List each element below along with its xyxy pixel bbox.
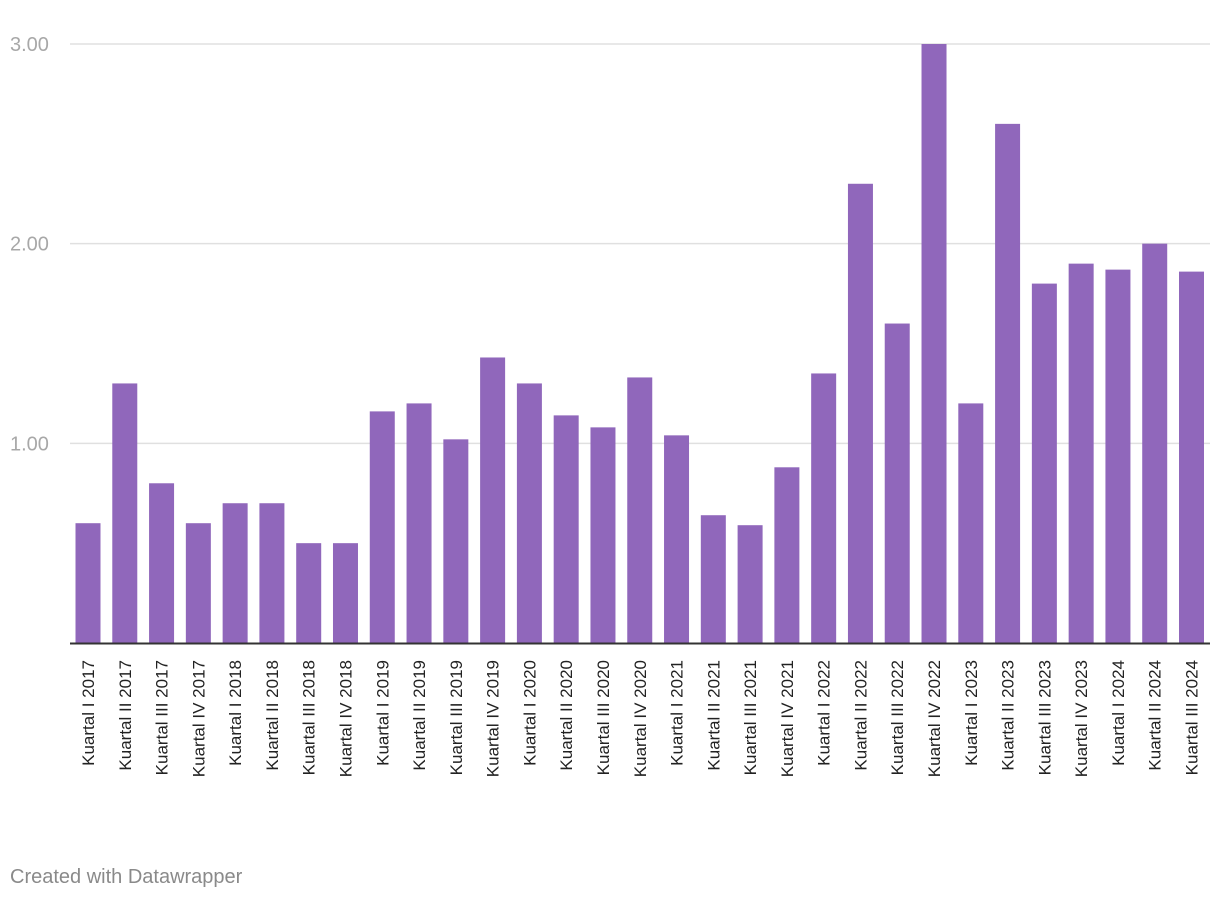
- bar: [995, 123, 1021, 643]
- bar: [884, 323, 910, 643]
- x-tick-label: Kuartal I 2018: [226, 660, 245, 766]
- x-tick-label: Kuartal II 2021: [704, 660, 723, 771]
- bar: [1142, 243, 1168, 643]
- x-tick-label: Kuartal I 2020: [520, 660, 539, 766]
- x-tick-label: Kuartal III 2023: [1035, 660, 1054, 775]
- bar: [811, 373, 837, 643]
- x-tick-label: Kuartal IV 2022: [925, 660, 944, 777]
- x-tick-label: Kuartal II 2020: [557, 660, 576, 771]
- x-tick-label: Kuartal IV 2018: [336, 660, 355, 777]
- bar: [480, 357, 506, 643]
- y-tick-label: 1.00: [10, 433, 49, 455]
- x-tick-label: Kuartal I 2023: [962, 660, 981, 766]
- x-axis-labels: Kuartal I 2017 Kuartal II 2017 Kuartal III…: [79, 660, 1202, 777]
- x-tick-label: Kuartal III 2024: [1183, 660, 1202, 775]
- bar: [112, 383, 138, 643]
- x-tick-label: Kuartal IV 2023: [1072, 660, 1091, 777]
- bar: [296, 543, 322, 643]
- bar: [1179, 271, 1204, 643]
- x-tick-label: Kuartal II 2017: [116, 660, 135, 771]
- x-tick-label: Kuartal III 2019: [447, 660, 466, 775]
- x-tick-label: Kuartal II 2023: [999, 660, 1018, 771]
- bar: [590, 427, 616, 643]
- x-tick-label: Kuartal III 2021: [741, 660, 760, 775]
- x-tick-label: Kuartal II 2018: [263, 660, 282, 771]
- x-tick-label: Kuartal I 2019: [373, 660, 392, 766]
- bar: [516, 383, 542, 643]
- x-tick-label: Kuartal II 2022: [851, 660, 870, 771]
- bar: [921, 44, 947, 643]
- bar: [75, 523, 101, 643]
- x-tick-label: Kuartal I 2022: [815, 660, 834, 766]
- bar: [332, 543, 358, 643]
- bar: [1105, 269, 1131, 643]
- bar: [1068, 263, 1094, 643]
- x-tick-label: Kuartal IV 2020: [631, 660, 650, 777]
- x-tick-label: Kuartal I 2024: [1109, 660, 1128, 766]
- bars: [75, 44, 1204, 643]
- x-tick-label: Kuartal III 2020: [594, 660, 613, 775]
- bar: [406, 403, 432, 643]
- bar: [664, 435, 690, 643]
- bar: [553, 415, 579, 643]
- x-tick-label: Kuartal IV 2017: [189, 660, 208, 777]
- x-tick-label: Kuartal II 2019: [410, 660, 429, 771]
- x-tick-label: Kuartal III 2018: [300, 660, 319, 775]
- bar: [627, 377, 653, 643]
- y-axis-labels: 1.00 2.00 3.00: [10, 34, 49, 455]
- x-tick-label: Kuartal IV 2019: [484, 660, 503, 777]
- bar: [149, 483, 175, 643]
- bar: [737, 525, 763, 643]
- bar: [700, 515, 726, 643]
- bar: [958, 403, 984, 643]
- x-tick-label: Kuartal I 2021: [668, 660, 687, 766]
- bar: [847, 183, 873, 643]
- bar: [774, 467, 800, 643]
- x-tick-label: Kuartal I 2017: [79, 660, 98, 766]
- y-tick-label: 2.00: [10, 234, 49, 256]
- x-tick-label: Kuartal IV 2021: [778, 660, 797, 777]
- x-tick-label: Kuartal II 2024: [1146, 660, 1165, 771]
- x-tick-label: Kuartal III 2022: [888, 660, 907, 775]
- bar: [185, 523, 211, 643]
- y-tick-label: 3.00: [10, 34, 49, 56]
- bar-chart: Kuartal I 2017 Kuartal II 2017 Kuartal III…: [10, 34, 1210, 777]
- bar: [222, 503, 248, 643]
- footer-credit: Created with Datawrapper: [10, 866, 243, 888]
- bar: [369, 411, 395, 643]
- x-tick-label: Kuartal III 2017: [153, 660, 172, 775]
- bar: [1031, 283, 1057, 643]
- bar: [259, 503, 285, 643]
- bar: [443, 439, 469, 643]
